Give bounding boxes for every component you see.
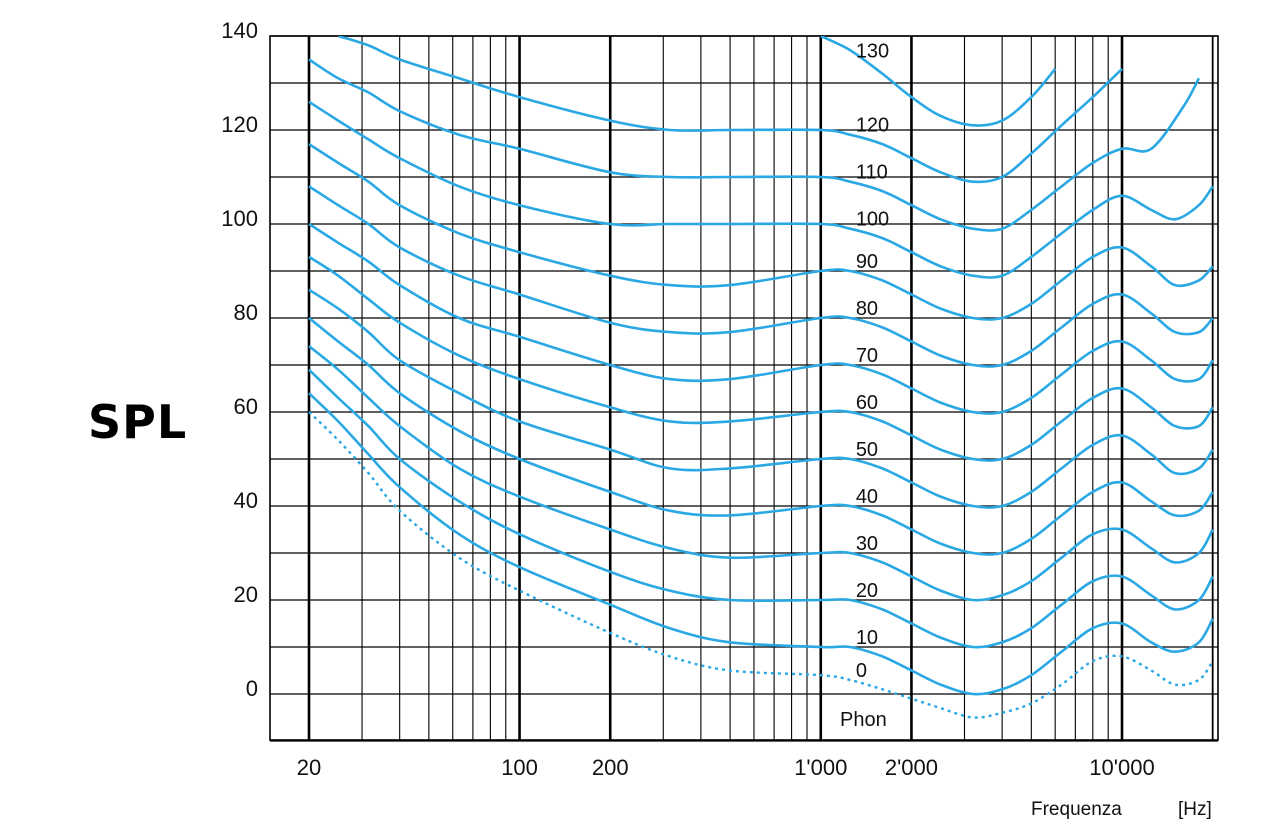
x-tick-label: 2'000: [885, 755, 938, 780]
y-tick-label: 20: [234, 582, 258, 607]
curve-110-phon: [308, 58, 1201, 232]
curve-90-phon: [308, 143, 1214, 321]
curve-label-40: 40: [856, 486, 878, 508]
curve-label-30: 30: [856, 533, 878, 555]
curve-130-phon: [820, 36, 1057, 127]
curve-label-110: 110: [856, 162, 888, 184]
y-tick-label: 0: [246, 676, 258, 701]
curve-label-120: 120: [856, 115, 889, 137]
plot-frame: [269, 35, 1219, 741]
y-tick-label: 60: [234, 394, 258, 419]
curve-50-phon: [308, 288, 1214, 509]
x-tick-label: 100: [501, 755, 538, 780]
curve-80-phon: [308, 185, 1214, 368]
curve-40-phon: [308, 316, 1214, 556]
curve-label-0: 0: [856, 660, 867, 682]
x-axis-title: Frequenza: [1031, 799, 1122, 820]
curve-label-80: 80: [856, 298, 878, 320]
curve-label-60: 60: [856, 392, 878, 414]
grid: [269, 35, 1219, 742]
curve-120-phon: [337, 36, 1123, 184]
curve-30-phon: [308, 345, 1214, 602]
x-tick-label: 20: [297, 755, 321, 780]
y-tick-label: 140: [221, 18, 258, 43]
y-tick-label: 120: [221, 112, 258, 137]
curve-label-10: 10: [856, 627, 878, 649]
curve-label-130: 130: [856, 40, 889, 62]
curve-70-phon: [308, 222, 1214, 415]
curve-0-phon: [308, 411, 1214, 719]
y-tick-label: 100: [221, 206, 258, 231]
x-axis-unit: [Hz]: [1178, 799, 1212, 820]
curve-100-phon: [308, 100, 1214, 279]
curve-label-20: 20: [856, 580, 878, 602]
curve-60-phon: [308, 255, 1214, 462]
y-tick-label: 80: [234, 300, 258, 325]
x-tick-label: 200: [592, 755, 629, 780]
curve-10-phon: [308, 392, 1214, 696]
x-tick-label: 1'000: [794, 755, 847, 780]
curve-label-90: 90: [856, 251, 878, 273]
x-tick-label: 10'000: [1089, 755, 1154, 780]
curve-label-100: 100: [856, 209, 889, 231]
y-axis-title: SPL: [88, 395, 188, 449]
curve-20-phon: [308, 368, 1214, 649]
curve-label-50: 50: [856, 439, 878, 461]
phon-unit-label: Phon: [840, 709, 887, 731]
curve-label-70: 70: [856, 345, 878, 367]
y-tick-label: 40: [234, 488, 258, 513]
curves: [308, 36, 1214, 719]
